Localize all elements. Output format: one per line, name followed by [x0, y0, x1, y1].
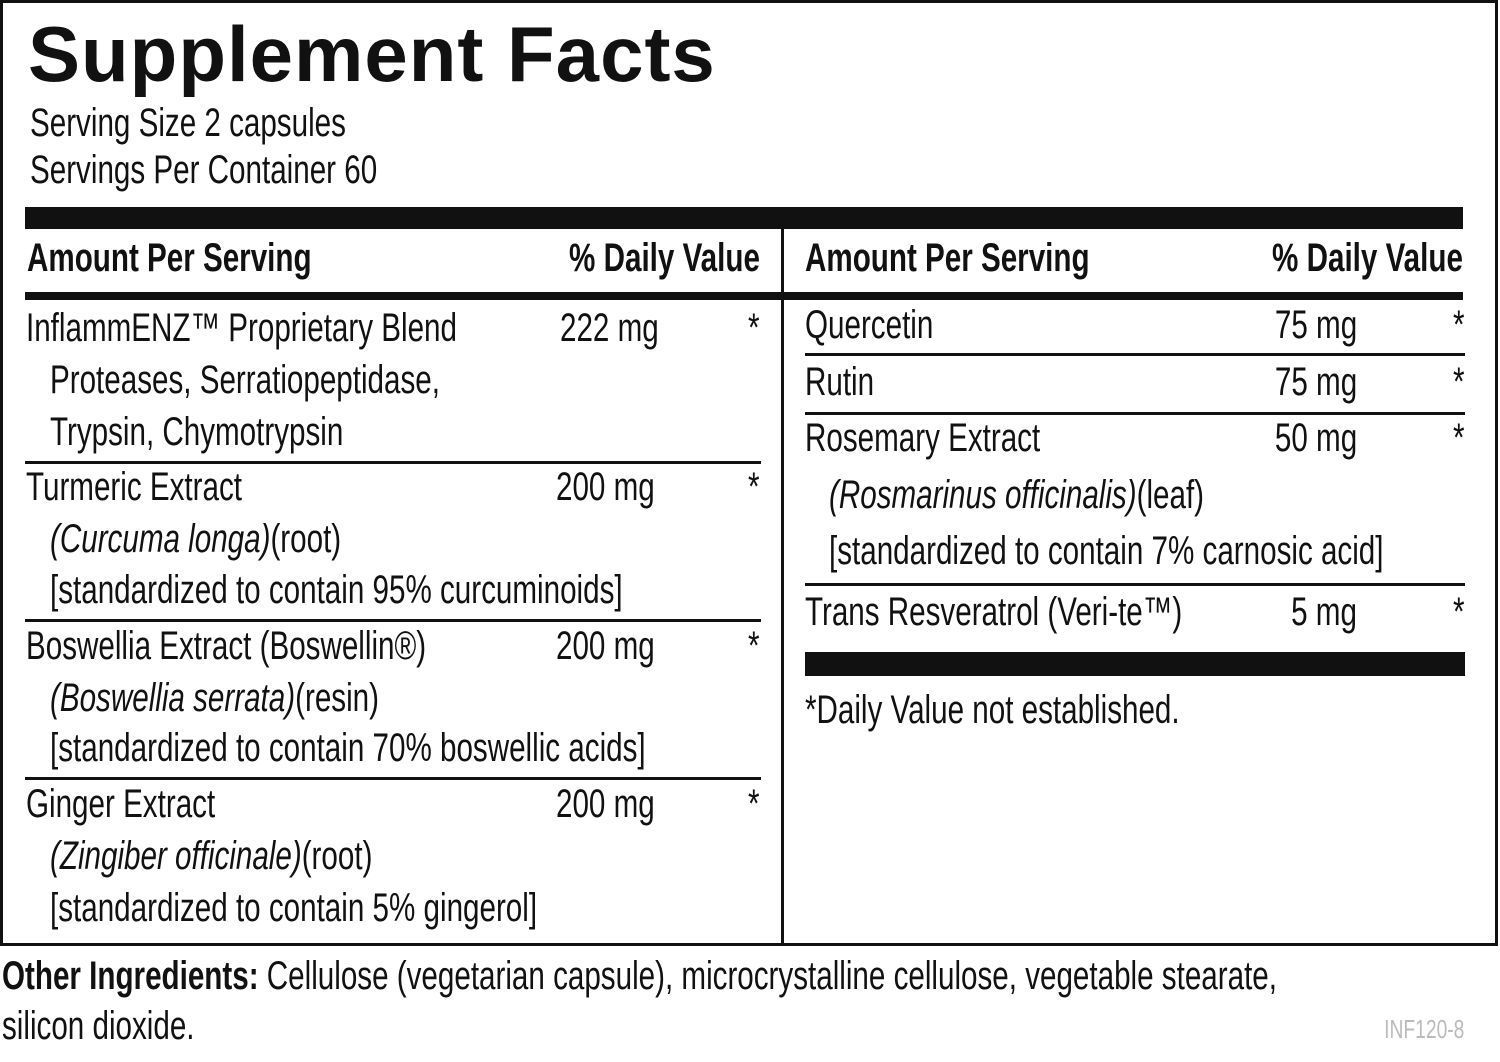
row-rule	[25, 619, 761, 622]
row-rule	[805, 412, 1465, 415]
dv: *	[1453, 416, 1465, 460]
dv: *	[748, 465, 760, 509]
servings-per-container: Servings Per Container 60	[30, 148, 378, 192]
detail: Trypsin, Chymotrypsin	[50, 410, 344, 454]
ingredient-name: Rutin	[805, 360, 875, 404]
border-right	[1495, 0, 1498, 946]
amount: 75 mg	[1274, 360, 1357, 404]
row-rule	[25, 777, 761, 780]
product-code: INF120-8	[1383, 1014, 1464, 1044]
plant-part: (leaf)	[1136, 473, 1205, 517]
dv: *	[748, 306, 760, 350]
plant-part: (resin)	[295, 676, 379, 720]
dv: *	[748, 624, 760, 668]
standardization: [standardized to contain 95% curcuminoid…	[50, 568, 623, 612]
standardization: [standardized to contain 70% boswellic a…	[50, 726, 646, 770]
amount: 50 mg	[1274, 416, 1357, 460]
amount: 222 mg	[560, 306, 659, 350]
row-rule	[805, 353, 1465, 356]
ingredient-name: Ginger Extract	[26, 782, 216, 826]
row-rule	[805, 583, 1465, 586]
footnote: *Daily Value not established.	[805, 688, 1180, 732]
header-amount: Amount Per Serving	[27, 236, 312, 280]
source: (Zingiber officinale)(root)	[50, 836, 372, 876]
latin-name: (Boswellia serrata)	[50, 676, 296, 720]
ingredient-name: Boswellia Extract (Boswellin®)	[26, 624, 427, 668]
ingredient-name: Rosemary Extract	[805, 416, 1041, 460]
source: (Rosmarinus officinalis)(leaf)	[829, 475, 1204, 515]
latin-name: (Zingiber officinale)	[50, 834, 302, 878]
latin-name: (Rosmarinus officinalis)	[829, 473, 1137, 517]
header-dv: % Daily Value	[1272, 236, 1463, 280]
dv: *	[1453, 360, 1465, 404]
source: (Boswellia serrata)(resin)	[50, 678, 379, 718]
border-bottom	[0, 943, 1498, 946]
row-rule	[25, 461, 761, 464]
amount: 5 mg	[1291, 590, 1357, 634]
dv: *	[748, 782, 760, 826]
other-ingredients-text: silicon dioxide.	[2, 1004, 195, 1048]
other-ingredients-text: Cellulose (vegetarian capsule), microcry…	[266, 954, 1277, 998]
amount: 200 mg	[556, 465, 655, 509]
detail: Proteases, Serratiopeptidase,	[50, 358, 440, 402]
title: Supplement Facts	[28, 10, 716, 98]
ingredient-name: InflammENZ™ Proprietary Blend	[26, 306, 457, 350]
other-ingredients: Other Ingredients: Cellulose (vegetarian…	[2, 956, 1277, 996]
ingredient-name: Quercetin	[805, 303, 934, 347]
border-left	[0, 0, 3, 946]
standardization: [standardized to contain 5% gingerol]	[50, 886, 538, 930]
ingredient-name: Trans Resveratrol (Veri-te™)	[805, 590, 1183, 634]
header-amount: Amount Per Serving	[805, 236, 1090, 280]
amount: 200 mg	[556, 624, 655, 668]
serving-size: Serving Size 2 capsules	[30, 101, 346, 145]
amount: 200 mg	[556, 782, 655, 826]
column-divider	[781, 229, 784, 945]
thick-bar	[805, 652, 1465, 676]
thick-bar	[25, 207, 1463, 229]
dv: *	[1453, 590, 1465, 634]
latin-name: (Curcuma longa)	[50, 517, 271, 561]
standardization: [standardized to contain 7% carnosic aci…	[829, 529, 1384, 573]
dv: *	[1453, 303, 1465, 347]
header-rule	[25, 292, 1463, 300]
plant-part: (root)	[270, 517, 342, 561]
amount: 75 mg	[1274, 303, 1357, 347]
other-ingredients-label: Other Ingredients:	[2, 954, 259, 998]
border-top	[0, 0, 1498, 3]
header-dv: % Daily Value	[569, 236, 760, 280]
plant-part: (root)	[301, 834, 373, 878]
source: (Curcuma longa)(root)	[50, 519, 341, 559]
ingredient-name: Turmeric Extract	[26, 465, 242, 509]
